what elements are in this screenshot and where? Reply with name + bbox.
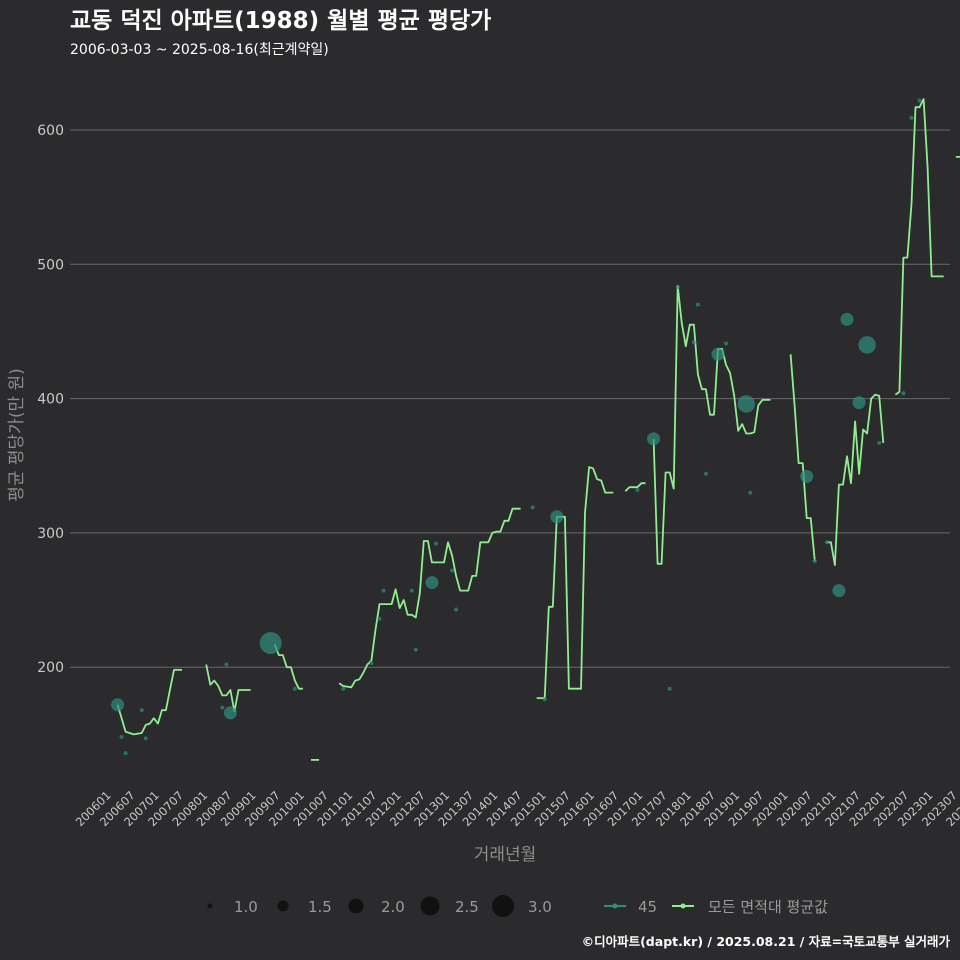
legend-avg-dot [680,903,686,909]
point-45-200805-5 [220,705,225,710]
avg-line-segment-9 [826,393,885,566]
point-45-201904-33 [748,490,753,495]
point-45-201805-29 [703,471,708,476]
point-45-201011-10 [341,686,346,691]
y-grid [70,129,950,668]
avg-line-segment-1 [205,664,251,713]
size-legend-label-2: 1.5 [308,898,332,916]
avg-line-segment-6 [624,482,646,492]
point-45-201109-13 [381,588,386,593]
avg-line-segment-2 [273,644,303,690]
point-45-202104-38 [840,312,854,326]
point-45-201710-26 [675,285,680,290]
y-tick-label-600: 600 [37,123,64,139]
size-legend-swatch-1 [207,903,213,909]
point-45-201410-20 [530,505,535,510]
point-45-200806-6 [224,662,229,667]
avg-line-segment-7 [652,284,771,565]
point-45-201704-24 [647,432,661,446]
size-legend-label-5: 3.0 [528,898,552,916]
point-45-201808-30 [711,347,725,361]
avg-line-segment-0 [116,669,182,736]
point-45-200610-4 [143,736,148,741]
point-45-200905-8 [259,632,282,655]
average-price-line [116,98,960,761]
point-45-201803-28 [695,302,700,307]
point-45-202008-35 [812,559,817,564]
footer-credit: ©디아파트(dapt.kr) / 2025.08.21 / 자료=국토교통부 실… [582,934,951,949]
avg-line-segment-11 [955,156,960,158]
point-45-200604-1 [119,735,124,740]
point-45-200603-0 [111,698,125,712]
point-45-201108-12 [377,616,382,621]
y-tick-label-500: 500 [37,257,64,273]
area-45-points [111,98,922,756]
avg-line-segment-5 [536,466,614,699]
point-45-202102-37 [832,584,846,598]
point-45-202107-39 [852,396,866,410]
point-45-201501-21 [542,697,547,702]
point-45-200807-7 [223,706,237,720]
point-45-202210-44 [917,98,922,103]
point-45-201209-16 [425,576,439,590]
point-45-202006-34 [800,469,814,483]
point-45-200609-3 [139,708,144,713]
avg-line-segment-4 [338,507,521,689]
point-45-202112-41 [877,440,882,445]
point-45-201504-22 [550,510,564,524]
point-45-202011-36 [824,540,829,545]
point-45-201708-25 [667,686,672,691]
size-legend-label-4: 2.5 [455,898,479,916]
size-legend-swatch-5 [492,895,514,917]
y-tick-label-200: 200 [37,660,64,676]
point-45-202206-42 [901,391,906,396]
legend-45-dot [612,903,618,909]
point-45-201205-15 [413,647,418,652]
legend-avg-label: 모든 면적대 평균값 [708,898,828,916]
x-axis-label: 거래년월 [474,845,537,865]
point-45-201903-32 [737,395,755,413]
legend-45-label: 45 [638,898,657,916]
point-45-202109-40 [858,336,876,354]
point-45-201802-27 [691,340,696,345]
x-tick-labels: 2006012006072007012007072008012008072009… [73,788,960,829]
chart-title: 교동 덕진 아파트(1988) 월별 평균 평당가 [70,8,491,34]
size-legend-label-1: 1.0 [234,898,258,916]
point-45-201210-17 [433,541,438,546]
point-45-200911-9 [292,686,297,691]
chart-subtitle: 2006-03-03 ~ 2025-08-16(최근계약일) [70,42,329,58]
point-45-201303-19 [454,607,459,612]
avg-line-segment-10 [894,98,944,396]
point-45-201810-31 [724,341,729,346]
y-tick-label-400: 400 [37,392,64,408]
point-45-201302-18 [450,568,455,573]
legend: 1.0 1.5 2.0 2.5 3.0 45 모든 면적대 평균값 [207,895,828,917]
size-legend-swatch-3 [348,898,364,914]
y-axis-label: 평균 평당가(만 원) [7,368,27,502]
size-legend-swatch-2 [277,900,289,912]
point-45-202208-43 [909,115,914,120]
point-45-201204-14 [409,588,414,593]
size-legend-swatch-4 [420,896,440,916]
point-45-201612-23 [635,487,640,492]
avg-line-segment-8 [789,354,816,562]
y-tick-label-300: 300 [37,526,64,542]
point-45-200605-2 [123,751,128,756]
y-tick-labels: 200 300 400 500 600 [37,123,64,676]
point-45-201106-11 [369,661,374,666]
size-legend-label-3: 2.0 [381,898,405,916]
